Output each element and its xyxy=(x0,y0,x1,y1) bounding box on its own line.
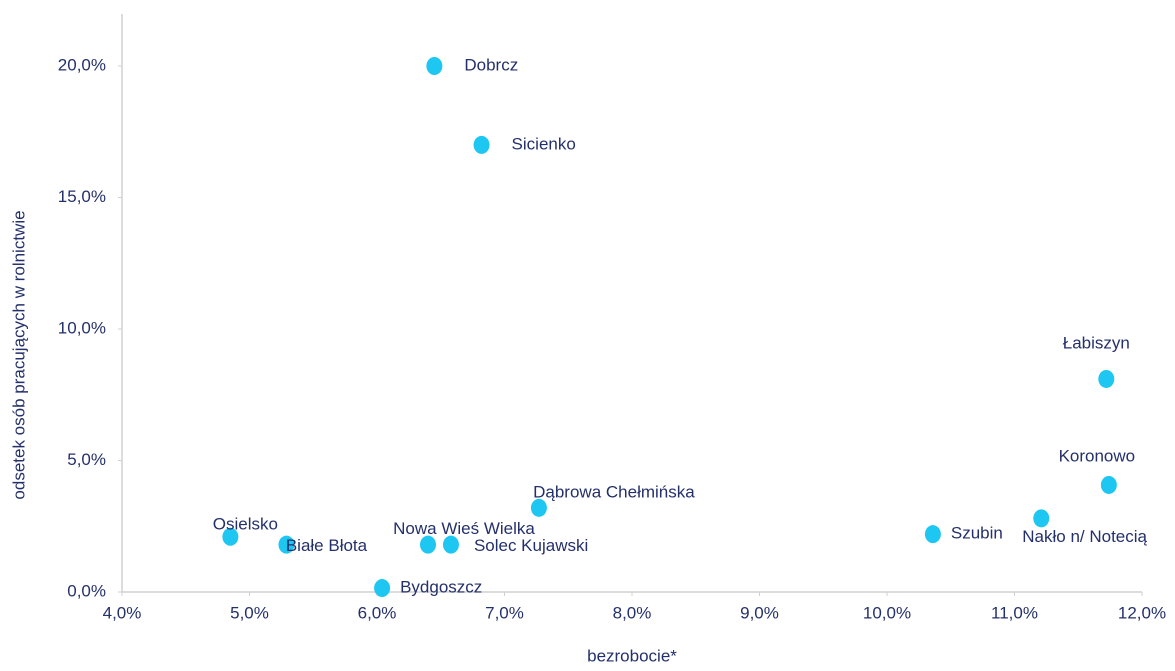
point-label: Osielsko xyxy=(213,514,278,533)
point-label: Łabiszyn xyxy=(1063,333,1130,352)
point xyxy=(420,535,436,554)
point xyxy=(278,535,295,554)
point xyxy=(374,579,391,598)
point xyxy=(1098,369,1115,388)
x-tick-label: 6,0% xyxy=(358,603,397,622)
point-label: Dąbrowa Chełmińska xyxy=(533,482,695,501)
x-tick-label: 12,0% xyxy=(1118,603,1166,622)
y-tick-label: 15,0% xyxy=(58,187,106,206)
point-label: Nakło n/ Notecią xyxy=(1022,527,1147,546)
point xyxy=(1100,475,1117,494)
x-tick-label: 5,0% xyxy=(230,603,269,622)
point xyxy=(442,535,459,554)
y-tick-label: 10,0% xyxy=(58,318,106,337)
x-tick-label: 10,0% xyxy=(863,603,911,622)
y-tick-label: 20,0% xyxy=(58,55,106,74)
point-label: Solec Kujawski xyxy=(474,536,588,555)
point-label: Dobrcz xyxy=(464,55,518,74)
point xyxy=(924,525,941,544)
point-label: Sicienko xyxy=(512,134,576,153)
point xyxy=(530,498,547,517)
point xyxy=(1033,509,1050,528)
x-tick-label: 9,0% xyxy=(740,603,779,622)
point xyxy=(222,527,239,546)
x-tick-label: 4,0% xyxy=(103,603,142,622)
point-label: Szubin xyxy=(951,524,1003,543)
x-tick-label: 8,0% xyxy=(613,603,652,622)
x-axis-label: bezrobocie* xyxy=(587,646,677,665)
y-tick-label: 0,0% xyxy=(67,581,106,600)
point-label: Bydgoszcz xyxy=(400,578,482,597)
point xyxy=(473,135,490,154)
x-tick-label: 11,0% xyxy=(991,603,1038,622)
point xyxy=(426,57,443,75)
x-tick-label: 7,0% xyxy=(485,603,524,622)
point-label: Koronowo xyxy=(1059,446,1136,465)
y-tick-label: 5,0% xyxy=(67,450,106,469)
point-label: Białe Błota xyxy=(286,536,368,555)
y-axis-label: odsetek osób pracujących w rolnictwie xyxy=(9,210,28,499)
point-label: Nowa Wieś Wielka xyxy=(393,519,535,538)
